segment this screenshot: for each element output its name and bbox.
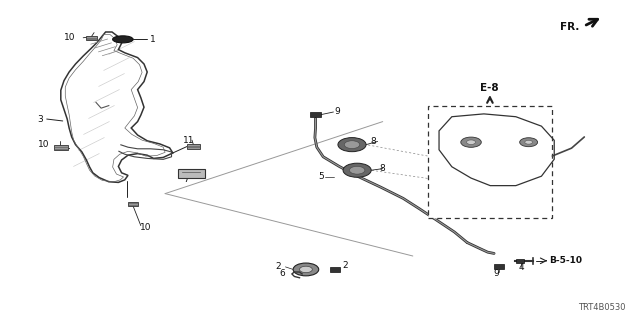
Text: B-5-10: B-5-10 xyxy=(549,256,582,265)
Text: 11: 11 xyxy=(183,136,195,145)
Text: 3: 3 xyxy=(37,115,43,124)
Circle shape xyxy=(338,138,366,152)
Bar xyxy=(330,267,340,272)
Ellipse shape xyxy=(113,36,133,43)
Text: 9: 9 xyxy=(493,269,499,278)
Text: 2: 2 xyxy=(275,262,281,271)
FancyBboxPatch shape xyxy=(428,106,552,218)
Text: 8: 8 xyxy=(370,137,376,146)
Text: 9: 9 xyxy=(335,107,340,116)
Circle shape xyxy=(343,163,371,177)
Circle shape xyxy=(461,137,481,147)
Circle shape xyxy=(293,263,319,276)
Bar xyxy=(54,145,68,150)
Text: 1: 1 xyxy=(150,35,156,44)
Bar xyxy=(86,36,97,40)
Text: 5: 5 xyxy=(319,172,324,181)
Circle shape xyxy=(344,141,360,148)
Circle shape xyxy=(467,140,476,144)
Text: 8: 8 xyxy=(379,164,385,173)
Bar xyxy=(310,112,321,117)
Bar xyxy=(187,144,200,149)
Text: 2: 2 xyxy=(342,261,348,270)
Circle shape xyxy=(349,166,365,174)
Bar xyxy=(128,202,138,206)
Text: 10: 10 xyxy=(38,140,50,149)
Text: FR.: FR. xyxy=(561,22,580,32)
Circle shape xyxy=(300,266,312,273)
Bar xyxy=(516,259,524,263)
Text: 7: 7 xyxy=(183,175,189,184)
Circle shape xyxy=(525,140,532,144)
Bar xyxy=(495,264,504,269)
Text: TRT4B0530: TRT4B0530 xyxy=(579,303,626,312)
Text: 4: 4 xyxy=(518,263,524,272)
Bar xyxy=(178,169,205,178)
Text: 10: 10 xyxy=(64,33,76,42)
Text: 6: 6 xyxy=(280,269,285,278)
Circle shape xyxy=(520,138,538,147)
Text: E-8: E-8 xyxy=(481,83,499,93)
Text: 10: 10 xyxy=(140,223,151,232)
